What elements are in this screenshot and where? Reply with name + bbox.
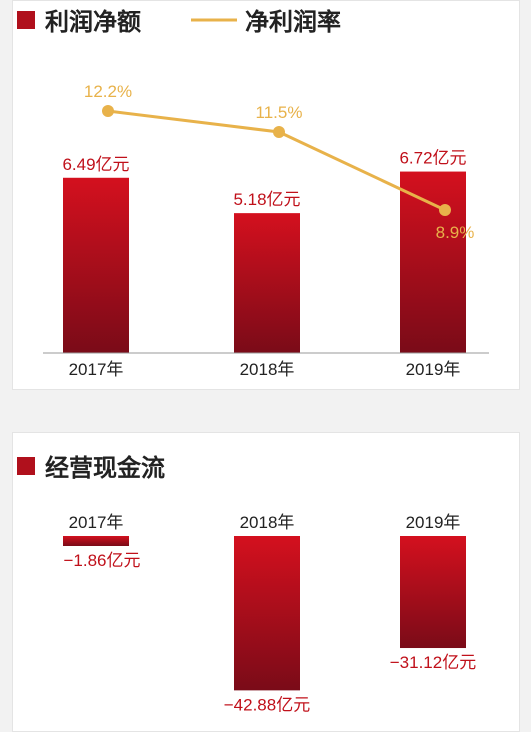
profit-bar (234, 213, 300, 353)
legend-bar-label: 经营现金流 (45, 454, 165, 482)
profit-chart-panel: 利润净额 净利润率 12.2% 11.5% 8.9% 6.49亿元 5.18亿元 6.7… (12, 0, 520, 390)
legend-bar-swatch (17, 457, 35, 475)
margin-value-label: 8.9% (436, 223, 475, 242)
x-tick-label: 2018年 (240, 360, 295, 379)
cashflow-value-label: −42.88亿元 (224, 695, 310, 714)
profit-value-label: 5.18亿元 (233, 190, 300, 209)
margin-point (102, 105, 114, 117)
x-tick-label: 2017年 (69, 360, 124, 379)
legend-line-label: 净利润率 (245, 8, 341, 36)
cashflow-bar (400, 536, 466, 649)
margin-value-label: 12.2% (84, 82, 132, 101)
profit-value-label: 6.49亿元 (62, 155, 129, 174)
x-tick-label: 2018年 (240, 513, 295, 532)
cashflow-bar (234, 536, 300, 691)
cashflow-chart-panel: 经营现金流 2017年 2018年 2019年 −1.86亿元 −42.88亿元 −31… (12, 432, 520, 732)
cashflow-value-label: −31.12亿元 (390, 653, 476, 672)
cashflow-value-label: −1.86亿元 (63, 551, 140, 570)
profit-chart: 利润净额 净利润率 12.2% 11.5% 8.9% 6.49亿元 5.18亿元 6.7… (17, 8, 489, 379)
profit-bar (400, 171, 466, 353)
legend-bar-swatch (17, 11, 35, 29)
legend-bar-label: 利润净额 (45, 8, 141, 36)
x-tick-label: 2019年 (406, 360, 461, 379)
margin-point (273, 126, 285, 138)
x-tick-label: 2019年 (406, 513, 461, 532)
profit-bar (63, 177, 129, 353)
margin-point (439, 204, 451, 216)
cashflow-chart: 经营现金流 2017年 2018年 2019年 −1.86亿元 −42.88亿元 −31… (17, 454, 476, 714)
profit-value-label: 6.72亿元 (399, 149, 466, 168)
x-tick-label: 2017年 (69, 513, 124, 532)
margin-value-label: 11.5% (256, 103, 303, 122)
cashflow-bar (63, 536, 129, 546)
